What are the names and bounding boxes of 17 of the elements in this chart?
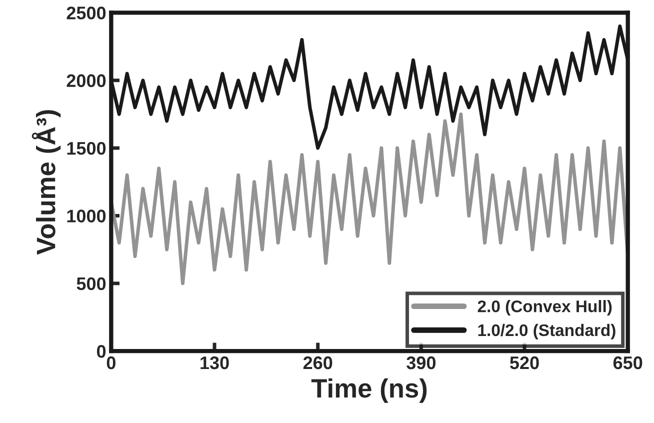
legend-label: 1.0/2.0 (Standard) bbox=[478, 324, 616, 340]
x-tick-label: 520 bbox=[510, 356, 539, 370]
y-tick-label: 1000 bbox=[67, 210, 106, 222]
y-tick-label: 1500 bbox=[67, 142, 106, 155]
line-series bbox=[111, 112, 628, 286]
y-tick-label: 0 bbox=[96, 345, 106, 358]
y-tick-label: 2000 bbox=[66, 74, 106, 88]
x-tick-label: 390 bbox=[406, 356, 436, 370]
y-axis-title: Volume (Å³) bbox=[32, 110, 61, 255]
x-tick-label: 130 bbox=[200, 356, 229, 370]
x-tick-label: 260 bbox=[303, 356, 332, 370]
legend-label: 2.0 (Convex Hull) bbox=[478, 300, 612, 316]
x-tick-label: 650 bbox=[613, 356, 642, 370]
y-tick-label: 2500 bbox=[66, 6, 106, 20]
y-tick-label: 500 bbox=[76, 277, 106, 290]
x-tick-label: 0 bbox=[106, 356, 116, 370]
x-axis-title: Time (ns) bbox=[311, 378, 427, 403]
